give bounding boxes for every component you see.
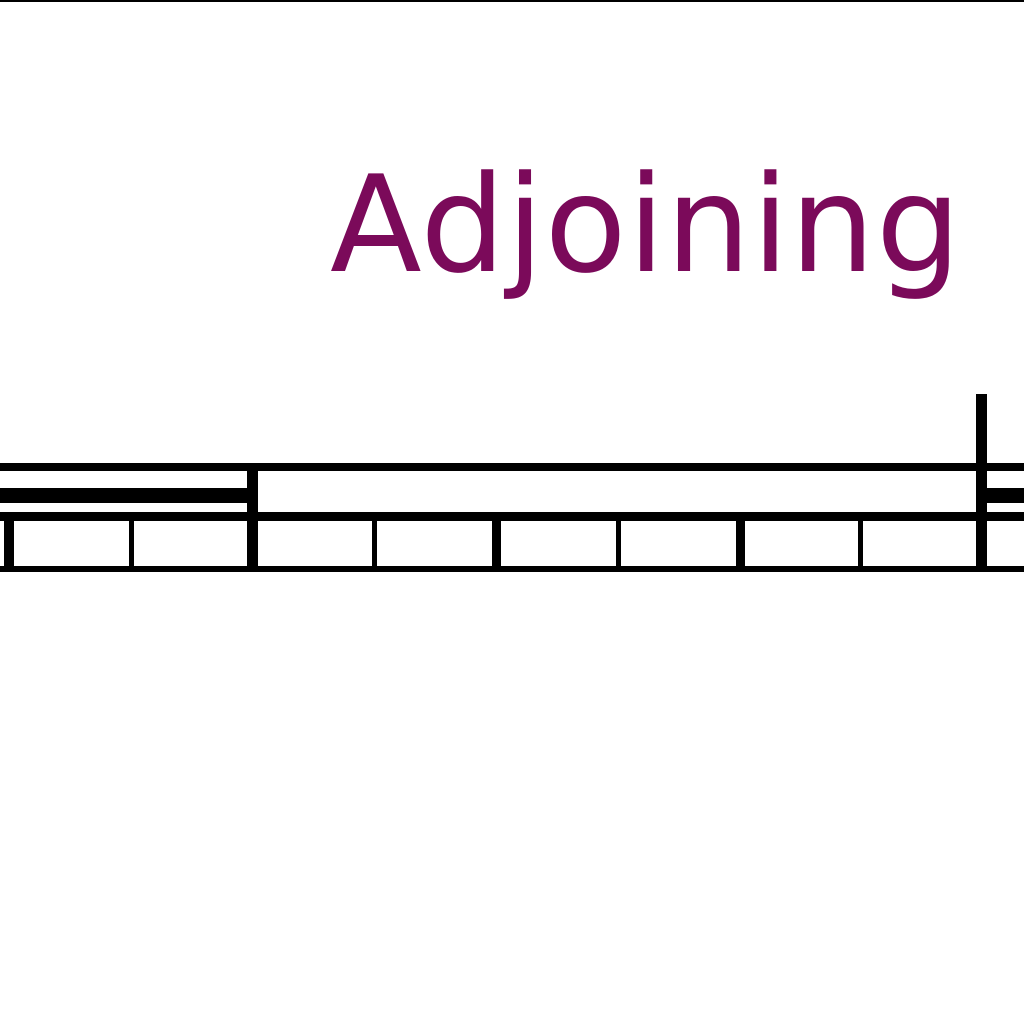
tick — [372, 516, 377, 572]
tick — [4, 516, 14, 572]
right-thick-band — [982, 488, 1024, 503]
upper-rail — [0, 463, 1024, 471]
divider-left — [247, 463, 258, 572]
tick — [492, 516, 501, 572]
left-thick-band — [0, 488, 250, 503]
tick — [858, 516, 863, 572]
divider-right — [976, 394, 987, 572]
middle-rail — [0, 512, 1024, 521]
adjoining-label: Adjoining — [330, 147, 962, 303]
top-border-line — [0, 0, 1024, 2]
tick — [736, 516, 745, 572]
lower-rail — [0, 566, 1024, 572]
tick — [129, 516, 134, 572]
tick — [616, 516, 621, 572]
